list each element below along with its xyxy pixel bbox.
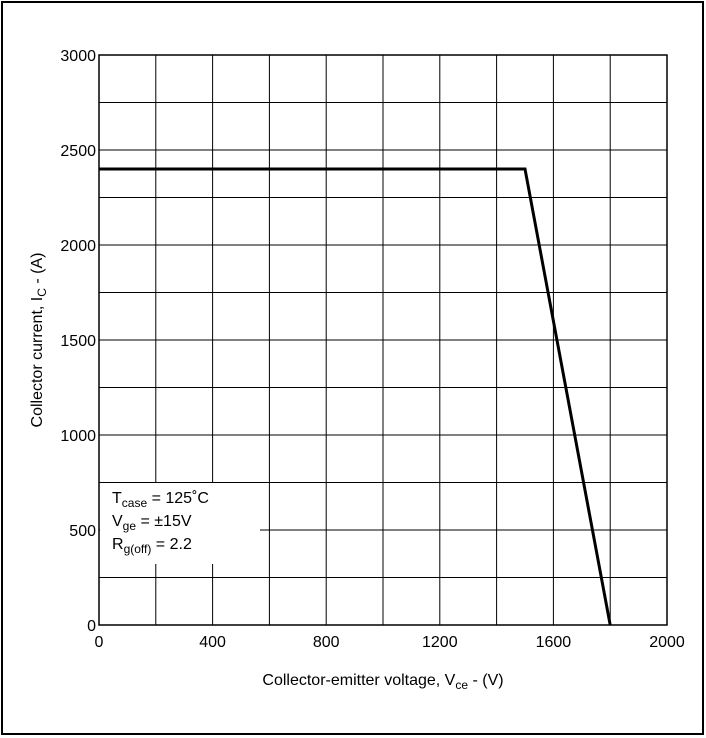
annotation-symbol: V (112, 513, 123, 530)
annotation-line: Tcase = 125˚C (112, 490, 209, 510)
x-tick-label: 1200 (422, 634, 458, 651)
x-tick-labels: 0 400 800 1200 1600 2000 (95, 634, 685, 651)
x-tick-label: 800 (313, 634, 340, 651)
grid (99, 55, 667, 625)
x-tick-label: 400 (199, 634, 226, 651)
y-axis-label-unit: - (A) (29, 253, 46, 289)
series-line (99, 167, 612, 626)
plot-border (98, 54, 668, 626)
annotation-subscript: ge (123, 519, 137, 533)
x-axis-label-unit: - (V) (468, 672, 504, 689)
y-tick-label: 1500 (60, 333, 96, 350)
x-tick-label: 0 (95, 634, 104, 651)
x-axis-label: Collector-emitter voltage, Vce - (V) (262, 672, 503, 692)
annotation-box: Tcase = 125˚C Vge = ±15V Rg(off) = 2.2 (100, 483, 260, 564)
annotation-subscript: case (122, 496, 148, 510)
annotation-line: Vge = ±15V (112, 513, 192, 533)
y-tick-label: 1000 (60, 428, 96, 445)
x-axis-label-main: Collector-emitter voltage, V (262, 672, 455, 689)
y-tick-label: 3000 (60, 48, 96, 65)
x-tick-label: 1600 (536, 634, 572, 651)
annotation-value: = ±15V (136, 513, 192, 530)
y-axis-label-sub: C (35, 288, 49, 297)
y-tick-label: 0 (87, 618, 96, 635)
annotation-value: = 125˚C (147, 490, 209, 507)
annotation-subscript: g(off) (124, 542, 152, 556)
series-lines (99, 167, 612, 626)
y-tick-label: 2000 (60, 238, 96, 255)
annotation-value: = 2.2 (151, 536, 192, 553)
y-tick-label: 500 (69, 523, 96, 540)
y-axis-label: Collector current, IC - (A) (29, 253, 49, 428)
y-tick-labels: 0 500 1000 1500 2000 2500 3000 (60, 48, 96, 635)
annotation-line: Rg(off) = 2.2 (112, 536, 192, 556)
y-axis-label-main: Collector current, I (29, 297, 46, 428)
x-axis-label-sub: ce (455, 678, 468, 692)
annotation-symbol: T (112, 490, 122, 507)
annotation-symbol: R (112, 536, 124, 553)
y-tick-label: 2500 (60, 143, 96, 160)
annotation-background (100, 483, 260, 564)
x-tick-label: 2000 (649, 634, 685, 651)
